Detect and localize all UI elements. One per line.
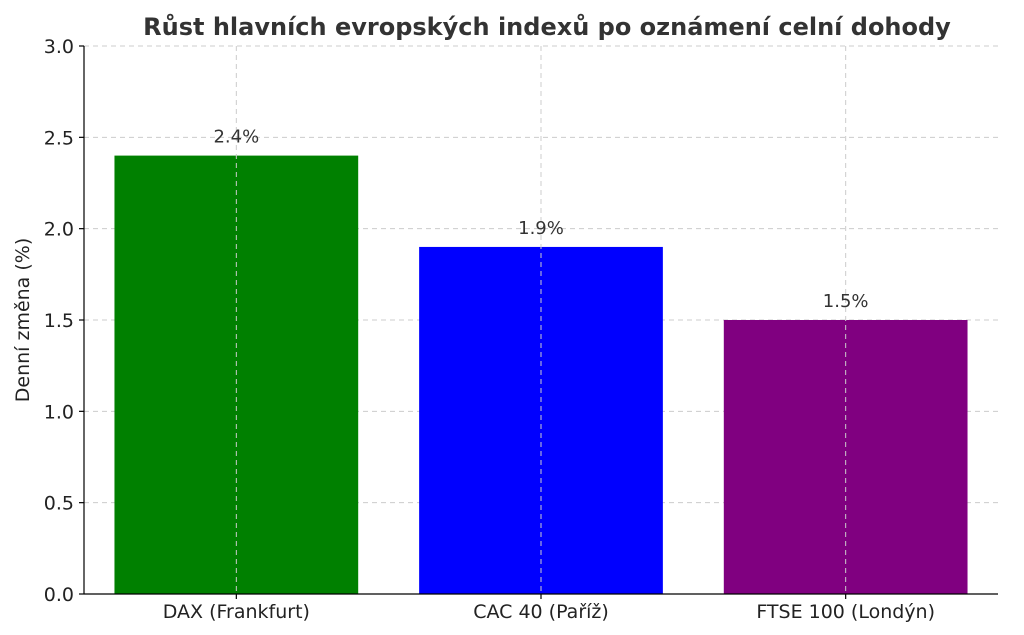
data-label: 2.4% <box>213 127 259 148</box>
y-tick-label: 2.0 <box>44 219 74 241</box>
y-tick-label: 0.0 <box>44 584 74 606</box>
y-tick-label: 0.5 <box>44 493 74 515</box>
x-tick-label: CAC 40 (Paříž) <box>473 601 609 623</box>
label-layer: 0.0 0.5 1.0 1.5 2.0 2.5 3.0 DAX (Frankfurt) 2.4%… <box>44 36 935 623</box>
chart-title: Růst hlavních evropských indexů po oznám… <box>143 13 951 41</box>
y-tick-label: 1.5 <box>44 310 74 332</box>
y-tick-label: 3.0 <box>44 36 74 58</box>
y-tick-label: 1.0 <box>44 401 74 423</box>
bar-layer <box>114 46 968 594</box>
y-tick-label: 2.5 <box>44 127 74 149</box>
data-label: 1.5% <box>823 291 869 312</box>
data-label: 1.9% <box>518 218 564 239</box>
axis-layer <box>79 45 998 599</box>
x-tick-label: FTSE 100 (Londýn) <box>756 601 935 623</box>
x-tick-label: DAX (Frankfurt) <box>163 601 310 623</box>
y-axis-label: Denní změna (%) <box>12 238 34 403</box>
